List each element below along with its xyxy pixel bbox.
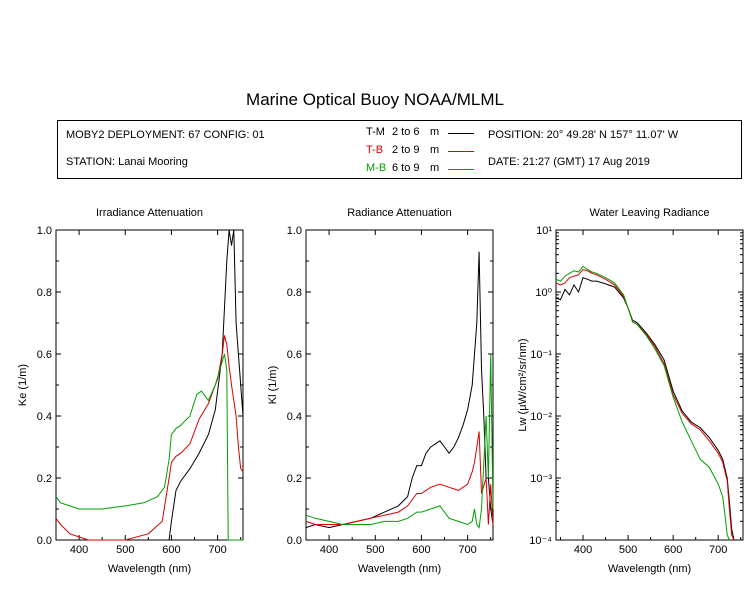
chart-title: Radiance Attenuation: [347, 207, 452, 219]
x-tick-label: 600: [162, 544, 180, 556]
deployment-text: MOBY2 DEPLOYMENT: 67 CONFIG: 01: [66, 129, 265, 141]
y-tick-label: 0.8: [37, 287, 52, 299]
series-line-m-b: [305, 353, 494, 529]
y-tick-label: 1.0: [287, 225, 302, 237]
y-tick-label: 0.0: [37, 535, 52, 547]
series-line-m-b: [555, 265, 730, 541]
y-axis-label: Lw (μW/cm²/sr/nm): [517, 338, 529, 431]
x-tick-label: 600: [412, 544, 430, 556]
series-line-t-m: [555, 277, 735, 541]
chart-title: Irradiance Attenuation: [96, 207, 203, 219]
x-tick-label: 500: [619, 544, 637, 556]
y-tick-label: 0.6: [287, 349, 302, 361]
y-tick-label: 0.2: [287, 473, 302, 485]
legend-line-tm: [448, 133, 474, 134]
y-tick-label: 10⁻²: [530, 411, 552, 423]
legend-code-mb: M-B: [366, 162, 387, 174]
y-tick-label: 1.0: [37, 225, 52, 237]
legend-range-tb: 2 to 9: [392, 144, 420, 156]
position-text: POSITION: 20° 49.28' N 157° 11.07' W: [488, 129, 679, 141]
legend-line-tb: [448, 151, 474, 152]
legend-range-mb: 6 to 9: [392, 162, 420, 174]
x-axis-label: Wavelength (nm): [608, 563, 691, 575]
series-line-t-b: [555, 269, 735, 541]
info-box: MOBY2 DEPLOYMENT: 67 CONFIG: 01 STATION:…: [57, 120, 742, 179]
y-tick-label: 0.8: [287, 287, 302, 299]
x-axis-label: Wavelength (nm): [358, 563, 441, 575]
legend-code-tm: T-M: [366, 126, 385, 138]
y-tick-label: 0.2: [37, 473, 52, 485]
y-tick-label: 0.6: [37, 349, 52, 361]
y-axis-label: Kl (1/m): [267, 366, 279, 405]
legend-range-tm: 2 to 6: [392, 126, 420, 138]
legend-line-mb: [448, 169, 474, 170]
x-tick-label: 400: [574, 544, 592, 556]
y-tick-label: 10⁻⁴: [529, 535, 552, 547]
x-tick-label: 700: [458, 544, 476, 556]
y-axis-label: Ke (1/m): [17, 364, 29, 406]
y-tick-label: 0.4: [287, 411, 302, 423]
plot-frame: [305, 229, 494, 541]
plot-frame: [555, 229, 744, 541]
y-tick-label: 10⁻¹: [530, 349, 552, 361]
y-tick-label: 10⁰: [535, 287, 552, 299]
y-tick-label: 10¹: [536, 225, 552, 237]
y-tick-label: 10⁻³: [530, 473, 552, 485]
series-line-m-b: [55, 353, 243, 541]
series-line-t-m: [305, 251, 494, 529]
x-tick-label: 600: [664, 544, 682, 556]
chart-title: Water Leaving Radiance: [589, 207, 709, 219]
x-axis-label: Wavelength (nm): [108, 563, 191, 575]
series-line-t-b: [55, 335, 244, 541]
station-text: STATION: Lanai Mooring: [66, 156, 188, 168]
page-title: Marine Optical Buoy NOAA/MLML: [246, 90, 504, 109]
x-tick-label: 500: [366, 544, 384, 556]
series-line-t-b: [305, 431, 494, 525]
x-tick-label: 500: [116, 544, 134, 556]
x-tick-label: 700: [208, 544, 226, 556]
x-tick-label: 400: [320, 544, 338, 556]
legend-unit-mb: m: [430, 162, 440, 174]
legend-code-tb: T-B: [366, 144, 384, 156]
y-tick-label: 0.0: [287, 535, 302, 547]
date-text: DATE: 21:27 (GMT) 17 Aug 2019: [488, 156, 650, 168]
x-tick-label: 700: [709, 544, 727, 556]
x-tick-label: 400: [70, 544, 88, 556]
y-tick-label: 0.4: [37, 411, 52, 423]
legend-unit-tm: m: [430, 126, 440, 138]
legend-unit-tb: m: [430, 144, 440, 156]
